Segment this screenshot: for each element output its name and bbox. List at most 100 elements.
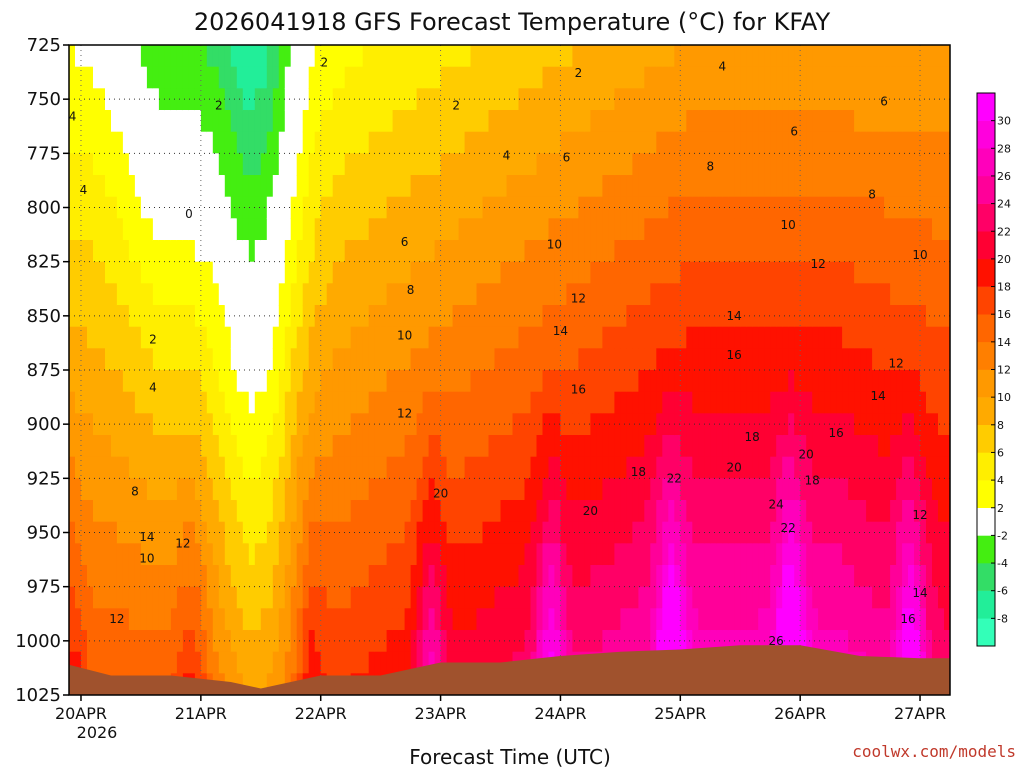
- field-cell: [128, 110, 136, 133]
- field-cell: [194, 391, 202, 414]
- field-cell: [116, 45, 124, 68]
- field-cell: [512, 370, 520, 393]
- field-cell: [116, 565, 124, 588]
- field-cell: [188, 456, 196, 479]
- field-cell: [728, 565, 735, 588]
- field-cell: [746, 500, 753, 523]
- field-cell: [404, 391, 412, 414]
- field-cell: [93, 456, 100, 479]
- field-cell: [764, 435, 771, 458]
- field-cell: [608, 261, 615, 284]
- field-cell: [770, 413, 777, 436]
- field-cell: [194, 45, 202, 68]
- field-cell: [614, 413, 621, 436]
- colorbar-label: 4: [997, 474, 1004, 487]
- field-cell: [374, 196, 382, 219]
- field-cell: [518, 348, 526, 371]
- field-cell: [398, 283, 406, 306]
- field-cell: [584, 175, 591, 198]
- field-cell: [722, 543, 729, 566]
- field-cell: [554, 391, 561, 414]
- field-cell: [710, 131, 717, 154]
- field-cell: [878, 175, 885, 198]
- field-cell: [260, 283, 268, 306]
- field-cell: [146, 66, 154, 89]
- field-cell: [152, 45, 160, 68]
- field-cell: [704, 543, 711, 566]
- field-cell: [578, 565, 585, 588]
- field-cell: [105, 110, 112, 133]
- field-cell: [536, 608, 544, 631]
- y-tick-label: 1025: [15, 685, 61, 706]
- field-cell: [566, 456, 573, 479]
- field-cell: [788, 283, 795, 306]
- field-cell: [368, 110, 376, 133]
- field-cell: [752, 261, 759, 284]
- field-cell: [170, 45, 178, 68]
- field-cell: [81, 370, 88, 393]
- field-cell: [272, 521, 280, 544]
- field-cell: [99, 565, 106, 588]
- field-cell: [536, 586, 544, 609]
- field-cell: [248, 283, 256, 306]
- field-cell: [788, 261, 795, 284]
- field-cell: [158, 261, 166, 284]
- field-cell: [530, 565, 538, 588]
- field-cell: [536, 110, 544, 133]
- field-cell: [242, 543, 250, 566]
- field-cell: [530, 348, 538, 371]
- credit-text[interactable]: coolwx.com/models: [852, 742, 1016, 761]
- field-cell: [698, 326, 705, 349]
- field-cell: [938, 45, 945, 68]
- field-cell: [794, 45, 801, 68]
- field-cell: [626, 218, 633, 241]
- field-cell: [866, 218, 873, 241]
- field-cell: [380, 456, 388, 479]
- field-cell: [944, 565, 950, 588]
- field-cell: [500, 435, 508, 458]
- field-cell: [332, 478, 340, 501]
- field-cell: [716, 326, 723, 349]
- field-cell: [704, 435, 711, 458]
- field-cell: [230, 283, 238, 306]
- field-cell: [93, 88, 100, 111]
- field-cell: [608, 630, 615, 653]
- field-cell: [410, 500, 418, 523]
- field-cell: [764, 153, 771, 176]
- field-cell: [410, 565, 418, 588]
- field-cell: [116, 413, 124, 436]
- field-cell: [644, 110, 651, 133]
- field-cell: [596, 326, 603, 349]
- field-cell: [806, 283, 813, 306]
- field-cell: [338, 66, 346, 89]
- field-cell: [584, 543, 591, 566]
- field-cell: [116, 110, 124, 133]
- field-cell: [752, 478, 759, 501]
- field-cell: [260, 240, 268, 263]
- field-cell: [740, 283, 747, 306]
- contour-label: 10: [547, 237, 562, 251]
- field-cell: [764, 88, 771, 111]
- field-cell: [530, 196, 538, 219]
- field-cell: [650, 66, 657, 89]
- field-cell: [680, 175, 687, 198]
- field-cell: [890, 131, 897, 154]
- field-cell: [620, 305, 627, 328]
- field-cell: [506, 175, 514, 198]
- field-cell: [794, 261, 801, 284]
- field-cell: [164, 608, 172, 631]
- field-cell: [752, 500, 759, 523]
- field-cell: [800, 110, 807, 133]
- field-cell: [266, 543, 274, 566]
- field-cell: [596, 391, 603, 414]
- field-cell: [782, 283, 789, 306]
- field-cell: [326, 391, 334, 414]
- field-cell: [638, 110, 645, 133]
- field-cell: [800, 565, 807, 588]
- field-cell: [848, 175, 855, 198]
- field-cell: [764, 110, 771, 133]
- field-cell: [266, 630, 274, 653]
- field-cell: [374, 478, 382, 501]
- field-cell: [146, 196, 154, 219]
- field-cell: [398, 565, 406, 588]
